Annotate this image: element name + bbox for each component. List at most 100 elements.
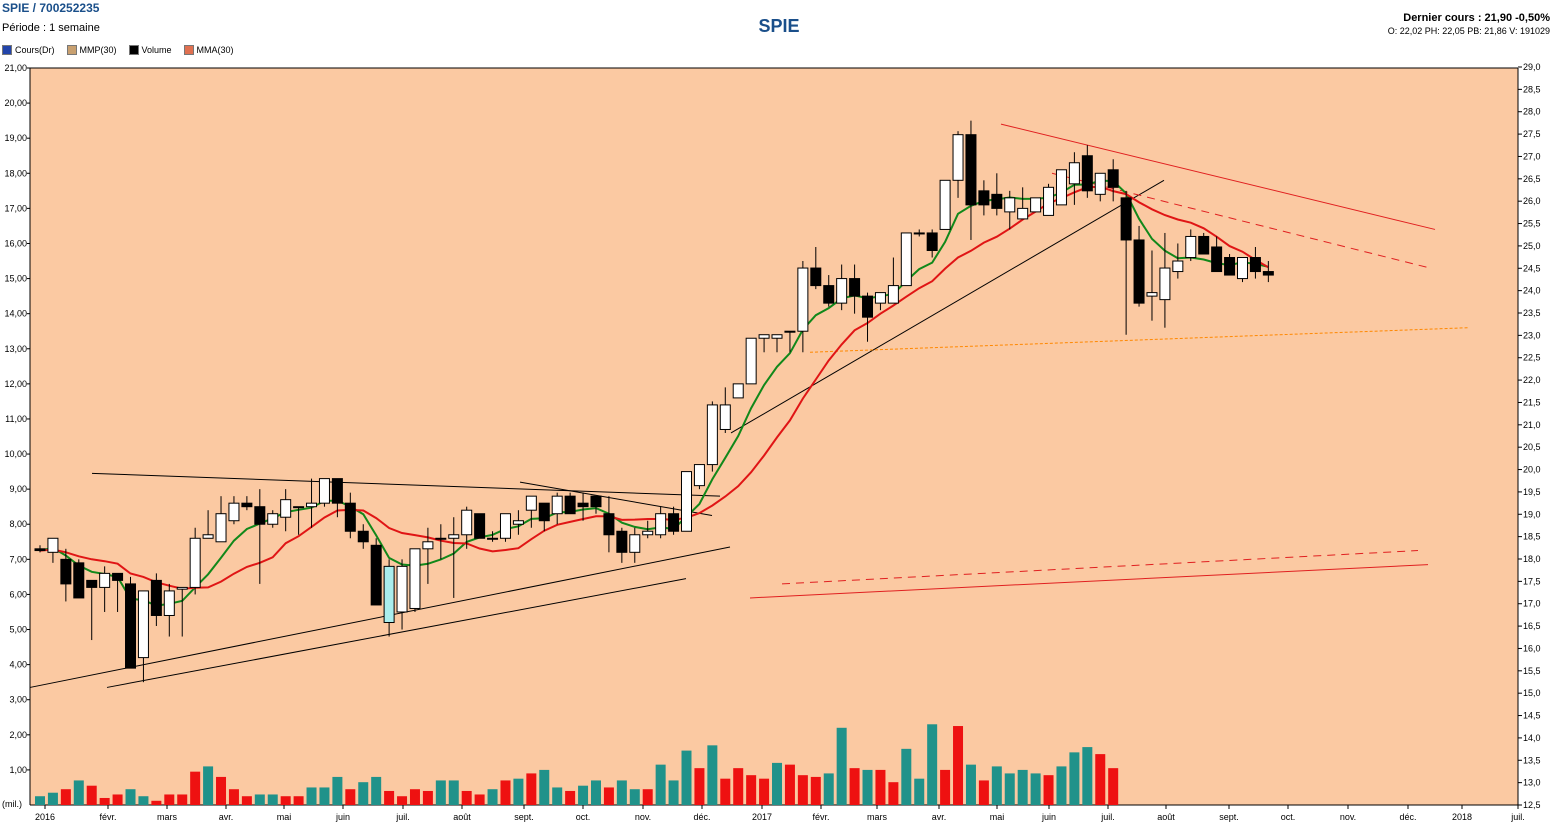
- volume-bar: [60, 789, 71, 805]
- volume-bar: [578, 785, 589, 805]
- volume-bar: [487, 789, 498, 805]
- right-tick-label: 28,5: [1523, 84, 1541, 94]
- candle: [732, 383, 744, 399]
- volume-bar: [1095, 754, 1106, 805]
- candle: [952, 131, 964, 198]
- candle-body: [551, 495, 563, 515]
- volume-bar: [552, 787, 563, 805]
- candle: [215, 496, 227, 543]
- candle: [862, 292, 874, 342]
- candle: [1236, 257, 1248, 283]
- left-tick-label: 1,00: [9, 765, 27, 775]
- candle: [991, 173, 1003, 216]
- volume-bar: [138, 796, 149, 805]
- legend-label: MMP(30): [79, 45, 117, 55]
- candle-body: [99, 572, 111, 588]
- candle: [318, 478, 330, 507]
- volume-bar: [629, 789, 640, 805]
- x-tick-label: mars: [867, 812, 887, 822]
- chart-title: SPIE: [758, 16, 800, 36]
- candle: [280, 489, 292, 532]
- left-tick-label: 17,00: [4, 203, 27, 213]
- x-tick-label: mars: [157, 812, 177, 822]
- legend-item-cours[interactable]: Cours(Dr): [2, 45, 55, 55]
- candle-body: [590, 495, 602, 508]
- volume-bar: [86, 785, 97, 805]
- candle-body: [655, 513, 667, 536]
- line-swatch-icon: [66, 45, 77, 55]
- candle-body: [577, 502, 589, 508]
- candle: [47, 537, 59, 563]
- x-tick-label: juin: [335, 812, 350, 822]
- volume-bar: [642, 789, 653, 805]
- candle-body: [1030, 197, 1042, 213]
- candle-body: [189, 537, 201, 588]
- volume-bar: [901, 748, 912, 805]
- volume-bar: [539, 769, 550, 805]
- candle-body: [86, 579, 98, 588]
- candle: [409, 548, 421, 612]
- legend-item-mmp30[interactable]: MMP(30): [66, 45, 117, 55]
- candle: [1133, 225, 1145, 307]
- candle: [551, 492, 563, 525]
- volume-bar: [565, 790, 576, 805]
- right-tick-label: 24,0: [1523, 286, 1541, 296]
- left-tick-label: 4,00: [9, 660, 27, 670]
- candle-body: [112, 572, 124, 581]
- chart-period-label: Période : 1 semaine: [2, 22, 100, 34]
- left-tick-label: 11,00: [5, 414, 27, 424]
- candle-body: [616, 530, 628, 553]
- candle: [1146, 250, 1158, 321]
- volume-bar: [707, 745, 718, 805]
- candle: [939, 179, 951, 230]
- candle: [1211, 236, 1223, 273]
- candle: [629, 527, 641, 563]
- right-tick-label: 23,0: [1523, 330, 1541, 340]
- candle-body: [254, 506, 266, 525]
- volume-bar: [177, 794, 188, 805]
- volume-bar: [228, 789, 239, 805]
- right-tick-label: 20,5: [1523, 442, 1541, 452]
- candle: [887, 257, 899, 304]
- candle-body: [176, 586, 188, 590]
- candle-body: [681, 471, 692, 532]
- x-tick-label: juil.: [395, 812, 410, 822]
- candle: [1262, 261, 1274, 283]
- candle: [34, 545, 46, 553]
- volume-bar: [655, 764, 666, 805]
- candle-body: [344, 502, 356, 532]
- volume-bar: [216, 776, 227, 805]
- left-tick-label: 14,00: [4, 309, 27, 319]
- candle: [810, 246, 822, 290]
- candle: [1159, 232, 1171, 328]
- candle-body: [978, 190, 990, 206]
- candle: [228, 496, 240, 525]
- legend-item-mma30[interactable]: MMA(30): [183, 45, 234, 55]
- candle-body: [306, 502, 318, 508]
- candle-body: [461, 509, 473, 536]
- right-tick-label: 14,5: [1523, 711, 1541, 721]
- left-tick-label: 20,00: [4, 98, 27, 108]
- legend-item-volume[interactable]: Volume: [128, 45, 172, 55]
- candle-body: [874, 292, 886, 304]
- candle: [306, 478, 318, 528]
- volume-bar: [241, 796, 252, 805]
- candle: [758, 334, 770, 353]
- volume-bar: [1082, 747, 1093, 805]
- candle-body: [73, 562, 85, 599]
- volume-bar: [461, 790, 472, 805]
- candle: [719, 387, 731, 433]
- candle: [448, 517, 460, 598]
- candle: [1185, 229, 1197, 262]
- trendline-lower-channel-2: [106, 578, 687, 688]
- candle: [693, 464, 705, 490]
- candle-body: [280, 499, 292, 518]
- right-tick-label: 22,5: [1523, 353, 1541, 363]
- right-tick-label: 15,5: [1523, 666, 1541, 676]
- candle-body: [228, 502, 240, 522]
- volume-bar: [384, 790, 395, 805]
- volume-bar: [616, 780, 627, 805]
- candle-body: [771, 334, 783, 339]
- candle-body: [435, 537, 447, 540]
